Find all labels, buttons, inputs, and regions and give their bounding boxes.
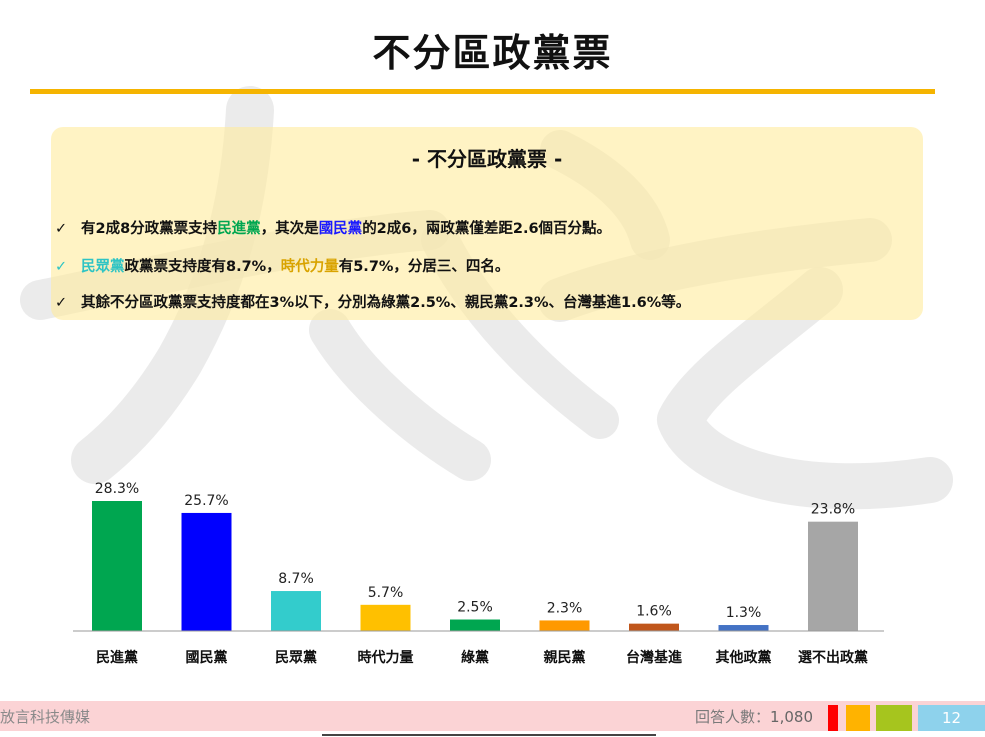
- check-icon: ✓: [55, 259, 68, 275]
- category-label-7: 其他政黨: [716, 649, 772, 666]
- summary-bullet-1: ✓ 有2成8分政黨票支持民進黨，其次是國民黨的2成6，兩政黨僅差距2.6個百分點。: [55, 217, 611, 238]
- title-underline: [30, 89, 935, 94]
- check-icon: ✓: [55, 295, 68, 311]
- bar-value-label-8: 23.8%: [811, 502, 855, 518]
- bottom-divider: [322, 734, 656, 736]
- bar-value-label-3: 5.7%: [368, 585, 404, 601]
- category-label-4: 綠黨: [461, 649, 489, 666]
- check-icon: ✓: [55, 221, 68, 237]
- category-label-3: 時代力量: [358, 649, 414, 666]
- bar-4: [450, 619, 500, 631]
- summary-bullet-3: ✓ 其餘不分區政黨票支持度都在3%以下，分別為綠黨2.5%、親民黨2.3%、台灣基…: [55, 291, 690, 312]
- summary-heading: - 不分區政黨票 -: [411, 147, 563, 171]
- respondent-label: 回答人數：: [695, 708, 771, 726]
- bullet2-text-2: 有5.7%，分居三、四名。: [338, 259, 510, 275]
- bar-2: [271, 591, 321, 631]
- bullet2-party-npp: 時代力量: [280, 259, 339, 275]
- page-number: 12: [918, 705, 985, 731]
- bullet3-text: 其餘不分區政黨票支持度都在3%以下，分別為綠黨2.5%、親民黨2.3%、台灣基進…: [81, 295, 691, 311]
- bar-7: [718, 625, 769, 631]
- respondent-value: 1,080: [770, 708, 813, 726]
- footer-accent-green: [876, 705, 912, 731]
- page-title: 不分區政黨票: [372, 31, 613, 75]
- summary-bullet-2: ✓ 民眾黨政黨票支持度有8.7%，時代力量有5.7%，分居三、四名。: [55, 255, 509, 276]
- category-label-5: 親民黨: [544, 649, 586, 666]
- bar-0: [92, 501, 142, 631]
- bar-value-label-6: 1.6%: [636, 604, 672, 620]
- category-label-6: 台灣基進: [626, 649, 682, 666]
- footer-bar: 放言科技傳媒 回答人數：1,080 12: [0, 701, 985, 731]
- bar-6: [629, 623, 679, 631]
- bar-value-label-0: 28.3%: [95, 481, 139, 497]
- category-label-2: 民眾黨: [275, 649, 317, 666]
- footer-brand: 放言科技傳媒: [0, 708, 91, 726]
- bar-value-label-1: 25.7%: [184, 493, 228, 509]
- category-label-8: 選不出政黨: [798, 649, 868, 666]
- bullet1-text-3: 的2成6，兩政黨僅差距2.6個百分點。: [362, 221, 612, 237]
- category-label-0: 民進黨: [96, 649, 138, 666]
- bar-1: [181, 512, 232, 631]
- category-label-1: 國民黨: [186, 649, 228, 666]
- bar-value-label-5: 2.3%: [547, 600, 583, 616]
- footer-accent-red: [828, 705, 838, 731]
- respondent-count: 回答人數：1,080: [695, 706, 813, 727]
- bar-chart: 28.3% 民進黨 25.7% 國民黨 8.7% 民眾黨 5.7% 時代力量 2.5% 綠黨 2.3…: [73, 481, 884, 666]
- bar-value-label-7: 1.3%: [726, 605, 762, 621]
- bullet2-text-1: 政黨票支持度有8.7%，: [124, 259, 281, 275]
- bar-5: [539, 620, 590, 631]
- summary-box: - 不分區政黨票 - ✓ 有2成8分政黨票支持民進黨，其次是國民黨的2成6，兩政黨…: [51, 127, 923, 320]
- bullet1-text-1: 有2成8分政黨票支持: [81, 221, 218, 237]
- bullet2-party-tpp: 民眾黨: [81, 259, 125, 275]
- bullet1-party-dpp: 民進黨: [217, 221, 261, 237]
- bar-value-label-2: 8.7%: [278, 571, 314, 587]
- bar-value-label-4: 2.5%: [457, 600, 493, 616]
- bullet1-text-2: ，其次是: [260, 221, 319, 237]
- footer-accent-orange: [846, 705, 870, 731]
- bullet1-party-kmt: 國民黨: [318, 221, 363, 237]
- bar-8: [808, 521, 858, 631]
- bar-3: [360, 604, 411, 631]
